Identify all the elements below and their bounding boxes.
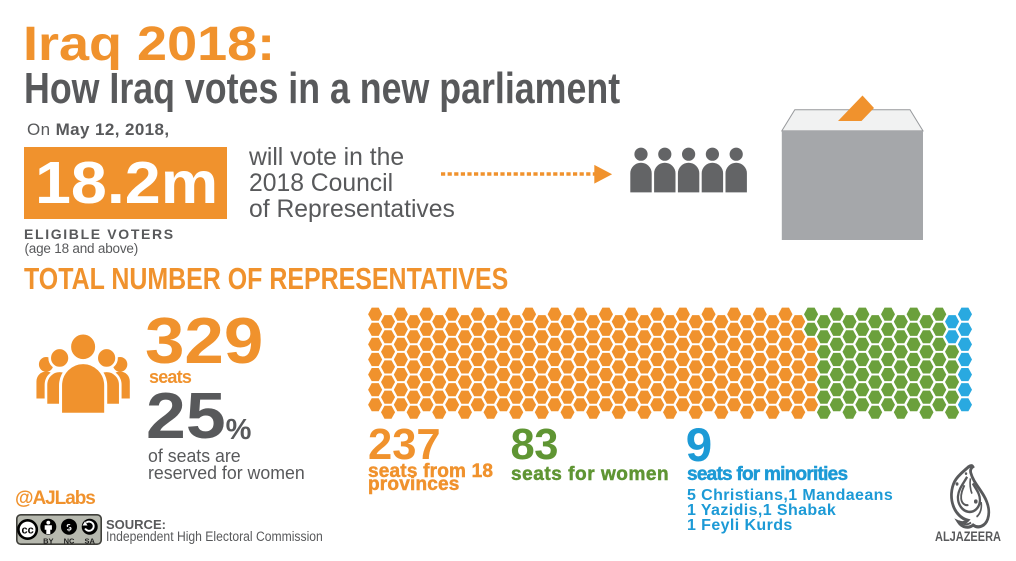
svg-text:BY: BY (43, 536, 53, 545)
svg-text:cc: cc (21, 525, 33, 537)
svg-text:ALJAZEERA: ALJAZEERA (935, 529, 1001, 544)
svg-text:NC: NC (64, 536, 75, 545)
svg-text:$: $ (66, 522, 72, 533)
svg-text:SA: SA (84, 536, 95, 545)
